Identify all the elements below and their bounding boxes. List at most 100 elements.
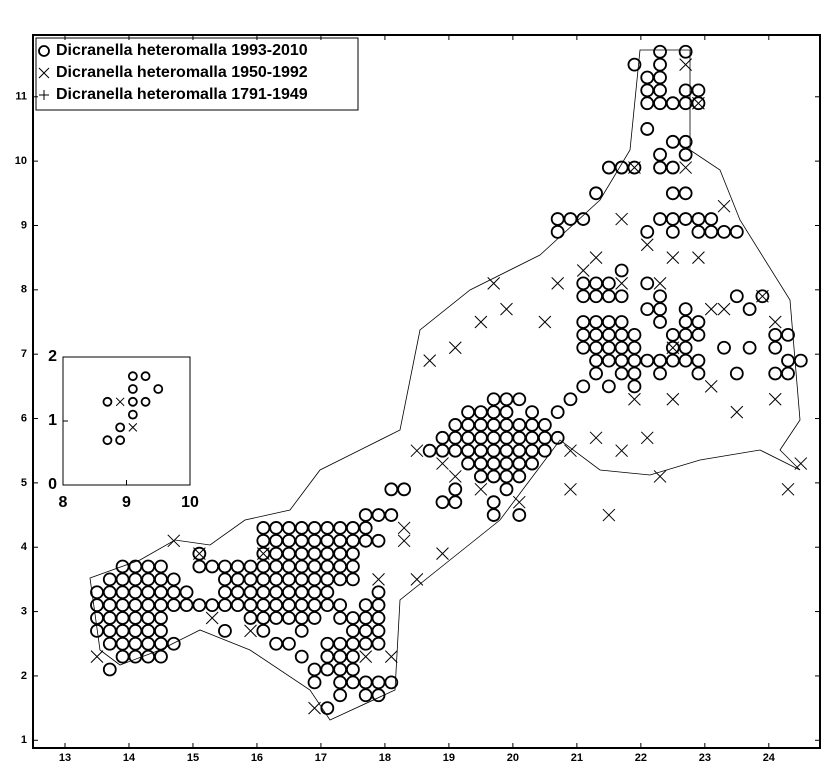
x-tick-label: 8 <box>59 494 68 511</box>
x-tick-label: 14 <box>123 752 136 764</box>
point <box>243 585 258 600</box>
point <box>320 701 335 716</box>
point <box>410 444 424 458</box>
point <box>512 508 527 522</box>
point <box>665 212 680 226</box>
point <box>525 418 539 432</box>
point <box>282 533 296 548</box>
point <box>294 623 309 638</box>
point <box>499 456 514 471</box>
point <box>333 572 348 587</box>
point <box>127 371 138 382</box>
point <box>473 443 488 458</box>
point <box>704 225 719 239</box>
point <box>154 585 168 600</box>
point <box>371 675 386 690</box>
point <box>102 598 117 613</box>
point <box>307 533 322 548</box>
point <box>678 134 693 149</box>
point <box>320 572 335 587</box>
point <box>256 533 271 548</box>
coastline <box>89 49 801 721</box>
point <box>154 623 168 638</box>
point <box>269 572 284 587</box>
point <box>141 572 156 587</box>
point <box>729 225 744 239</box>
point <box>140 371 151 382</box>
point <box>550 405 565 419</box>
point <box>358 675 373 690</box>
point <box>512 456 527 471</box>
point <box>461 443 475 458</box>
point <box>371 636 386 651</box>
point <box>653 315 667 329</box>
point <box>704 379 718 393</box>
y-tick-label: 0 <box>48 476 57 493</box>
y-tick-label: 1 <box>21 734 27 746</box>
point <box>448 495 463 510</box>
point <box>614 289 629 304</box>
point <box>499 443 514 458</box>
point <box>653 212 667 226</box>
point <box>653 70 667 85</box>
point <box>333 636 348 651</box>
x-tick-label: 17 <box>315 752 327 764</box>
point <box>627 366 642 381</box>
x-tick-label: 19 <box>443 752 455 764</box>
point <box>333 649 348 664</box>
point <box>102 396 113 407</box>
point <box>589 327 603 342</box>
point <box>486 430 501 445</box>
point <box>486 443 501 458</box>
point <box>564 444 577 458</box>
point <box>282 636 296 651</box>
point <box>230 585 245 600</box>
x-tick-label: 22 <box>635 752 647 764</box>
point <box>589 251 603 265</box>
point <box>653 277 667 290</box>
point <box>500 302 513 316</box>
point <box>486 418 501 432</box>
point <box>358 533 373 548</box>
point <box>307 521 322 535</box>
point <box>601 340 616 355</box>
point <box>614 315 629 329</box>
point <box>473 418 488 432</box>
point <box>564 482 577 496</box>
point <box>461 430 475 445</box>
point <box>576 264 590 277</box>
point <box>218 623 232 638</box>
point <box>346 546 360 561</box>
point <box>115 585 130 600</box>
point <box>614 366 629 381</box>
point <box>678 315 693 329</box>
point <box>729 366 744 381</box>
point <box>256 521 271 535</box>
point <box>436 457 449 470</box>
point <box>115 649 130 664</box>
point <box>653 302 667 317</box>
point <box>346 649 360 664</box>
point <box>614 263 629 278</box>
point <box>665 96 680 111</box>
point <box>717 340 731 355</box>
point <box>269 598 284 613</box>
point <box>422 443 437 458</box>
point <box>601 315 616 329</box>
point <box>282 572 296 587</box>
x-tick-label: 9 <box>122 494 131 511</box>
point <box>436 547 449 561</box>
legend-marker <box>39 90 49 100</box>
point <box>141 598 156 613</box>
point <box>140 396 151 407</box>
point <box>615 444 629 458</box>
point <box>563 212 578 226</box>
point <box>525 405 539 419</box>
point <box>154 572 168 587</box>
point <box>320 585 335 600</box>
point <box>307 572 322 587</box>
point <box>128 559 143 574</box>
point <box>256 572 271 587</box>
inset-frame <box>62 356 191 486</box>
point <box>576 315 591 329</box>
